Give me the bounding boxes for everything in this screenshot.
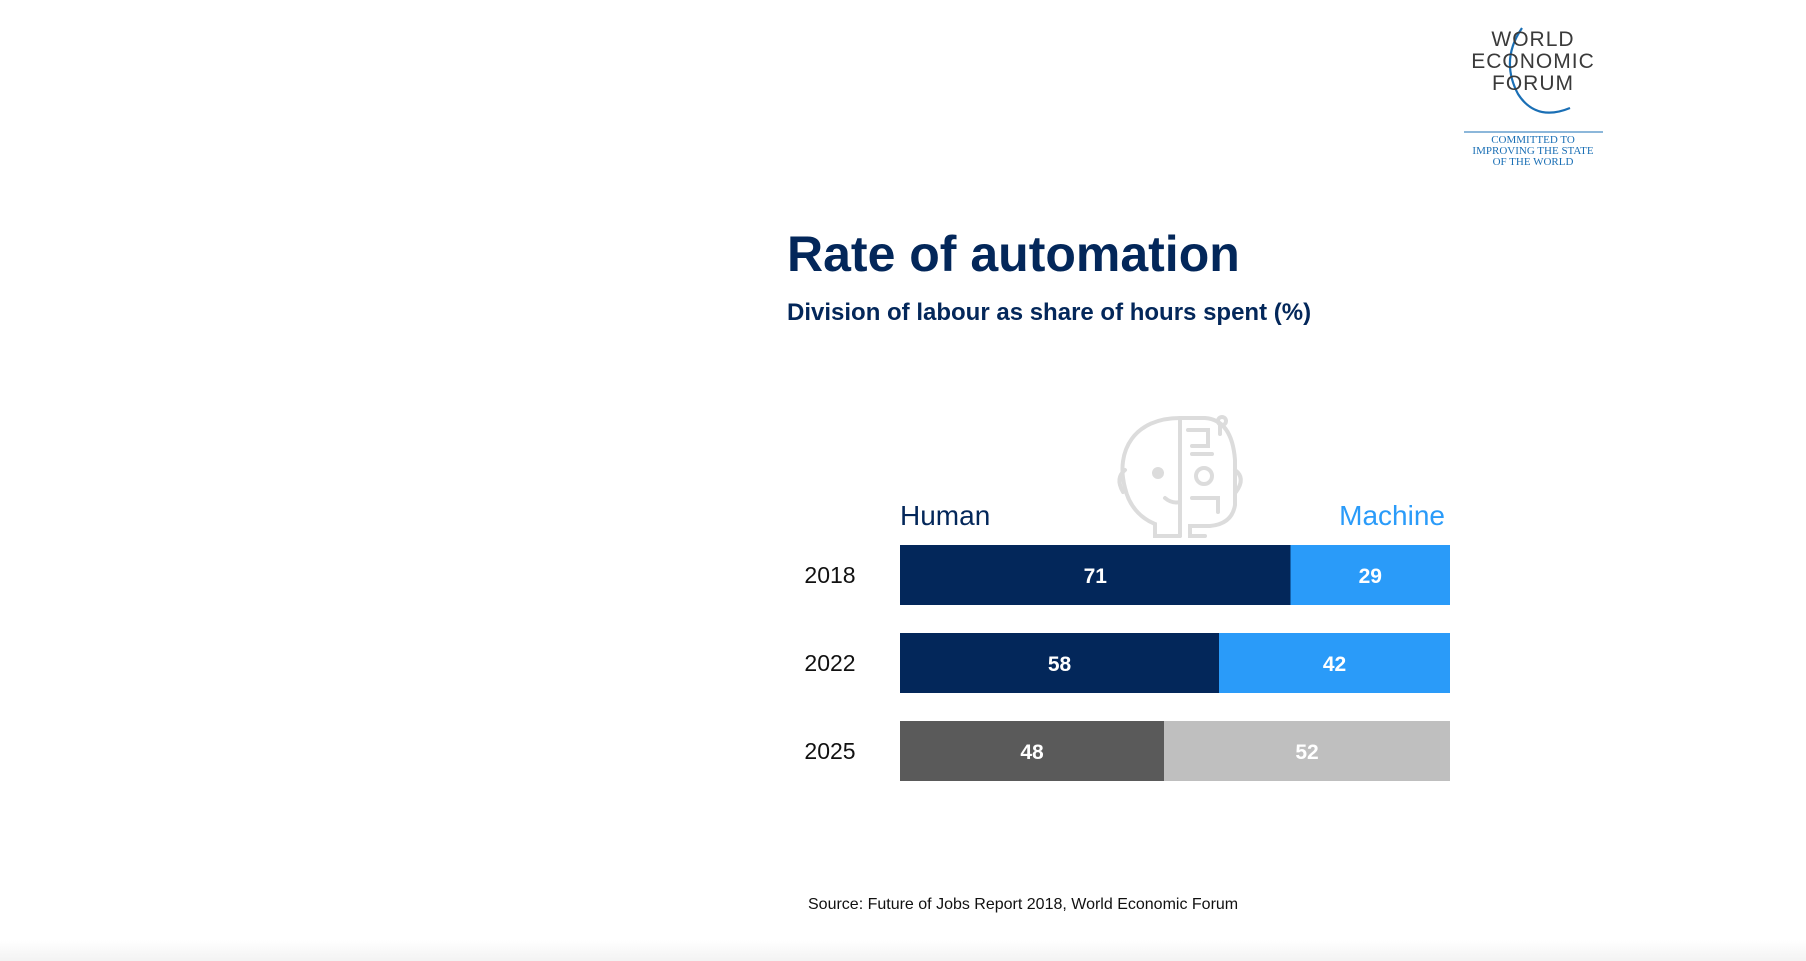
category-label: 2022 [804, 650, 855, 676]
wef-logo: WORLD ECONOMIC FORUM COMMITTED TO IMPROV… [1460, 22, 1610, 172]
data-label: 48 [1020, 741, 1044, 764]
bar-human-2018 [900, 545, 1291, 605]
human-robot-face-icon [1117, 415, 1243, 538]
logo-tagline-2: IMPROVING THE STATE [1472, 145, 1593, 157]
bar-machine-2018 [1290, 545, 1450, 605]
chart-title: Rate of automation [787, 226, 1240, 282]
logo-tagline-3: OF THE WORLD [1493, 156, 1574, 168]
logo-tagline-1: COMMITTED TO [1491, 134, 1575, 146]
chart-svg: Rate of automation Division of labour as… [787, 226, 1450, 913]
bar-human-2025 [900, 721, 1164, 781]
data-label: 42 [1323, 653, 1346, 676]
source-note: Source: Future of Jobs Report 2018, Worl… [808, 896, 1238, 913]
category-label: 2018 [804, 562, 855, 588]
chart-subtitle: Division of labour as share of hours spe… [787, 299, 1311, 326]
automation-chart: Rate of automation Division of labour as… [780, 220, 1540, 940]
category-label: 2025 [804, 738, 855, 764]
logo-line-2: ECONOMIC [1471, 50, 1595, 73]
data-label: 58 [1048, 653, 1072, 676]
logo-line-3: FORUM [1492, 72, 1574, 95]
wef-logo-graphic: WORLD ECONOMIC FORUM COMMITTED TO IMPROV… [1464, 27, 1603, 168]
bar-machine-2025 [1164, 721, 1450, 781]
logo-line-1: WORLD [1491, 28, 1574, 51]
data-label: 52 [1295, 741, 1318, 764]
data-label: 29 [1359, 565, 1382, 588]
series-label-machine: Machine [1339, 500, 1445, 531]
footer-shadow [0, 940, 1806, 961]
series-label-human: Human [900, 500, 990, 531]
data-label: 71 [1084, 565, 1108, 588]
bar-machine-2022 [1219, 633, 1450, 693]
bar-human-2022 [900, 633, 1219, 693]
